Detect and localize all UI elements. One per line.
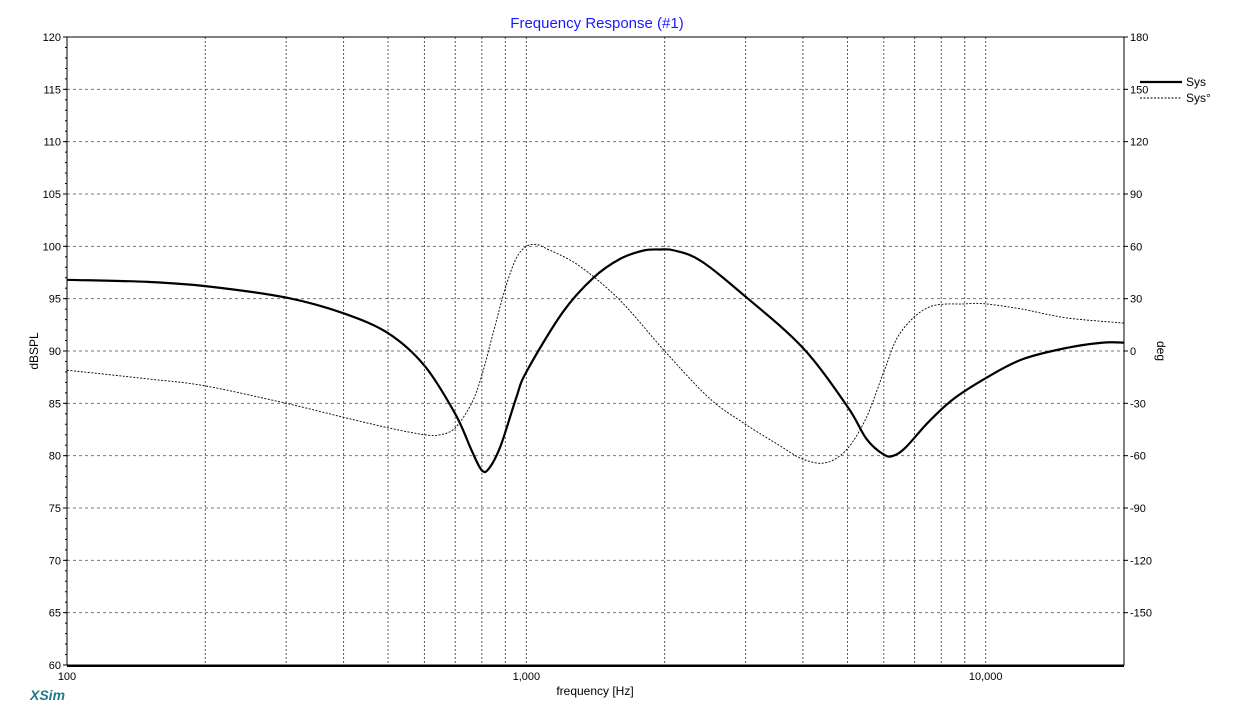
y2-tick-label: -60 [1130,451,1146,463]
y2-axis-label: deg [1154,341,1168,361]
phase-series-line [66,243,1125,464]
y2-tick-label: -120 [1130,555,1152,567]
y2-tick-label: -90 [1130,503,1146,515]
x-tick-label: 1,000 [513,671,541,683]
y2-tick-label: 180 [1130,32,1148,44]
legend-label: Sys [1186,75,1206,89]
y-tick-label: 95 [49,294,61,306]
y-tick-label: 120 [43,32,61,44]
legend: Sys Sys° [1140,75,1211,105]
y-tick-label: 65 [49,608,61,620]
chart-title: Frequency Response (#1) [510,15,683,32]
y-tick-label: 70 [49,555,61,567]
ticks-layer: 60 65 70 75 80 85 90 95 100 105 110 115 120 -150 -120 -… [43,32,1152,683]
y2-tick-label: -30 [1130,398,1146,410]
legend-label: Sys° [1186,91,1211,105]
y2-tick-label: 30 [1130,294,1142,306]
y2-tick-label: -150 [1130,608,1152,620]
y2-tick-label: 120 [1130,137,1148,149]
x-axis-label: frequency [Hz] [556,684,633,698]
grid-layer [67,37,1124,665]
y-tick-label: 115 [43,84,61,96]
y-tick-label: 75 [49,503,61,515]
y2-tick-label: 90 [1130,189,1142,201]
x-tick-label: 100 [58,671,76,683]
y-tick-label: 90 [49,346,61,358]
y-tick-label: 105 [43,189,61,201]
y-tick-label: 80 [49,451,61,463]
series-layer [66,243,1125,474]
y2-tick-label: 0 [1130,346,1136,358]
y-tick-label: 85 [49,398,61,410]
y-tick-label: 60 [49,660,61,672]
y-tick-label: 100 [43,241,61,253]
y-axis-label: dBSPL [27,332,41,370]
y2-tick-label: 150 [1130,84,1148,96]
x-tick-label: 10,000 [969,671,1003,683]
y-tick-label: 110 [43,137,61,149]
spl-series-line [66,248,1125,474]
xsim-logo: XSim [29,687,65,703]
y2-tick-label: 60 [1130,241,1142,253]
